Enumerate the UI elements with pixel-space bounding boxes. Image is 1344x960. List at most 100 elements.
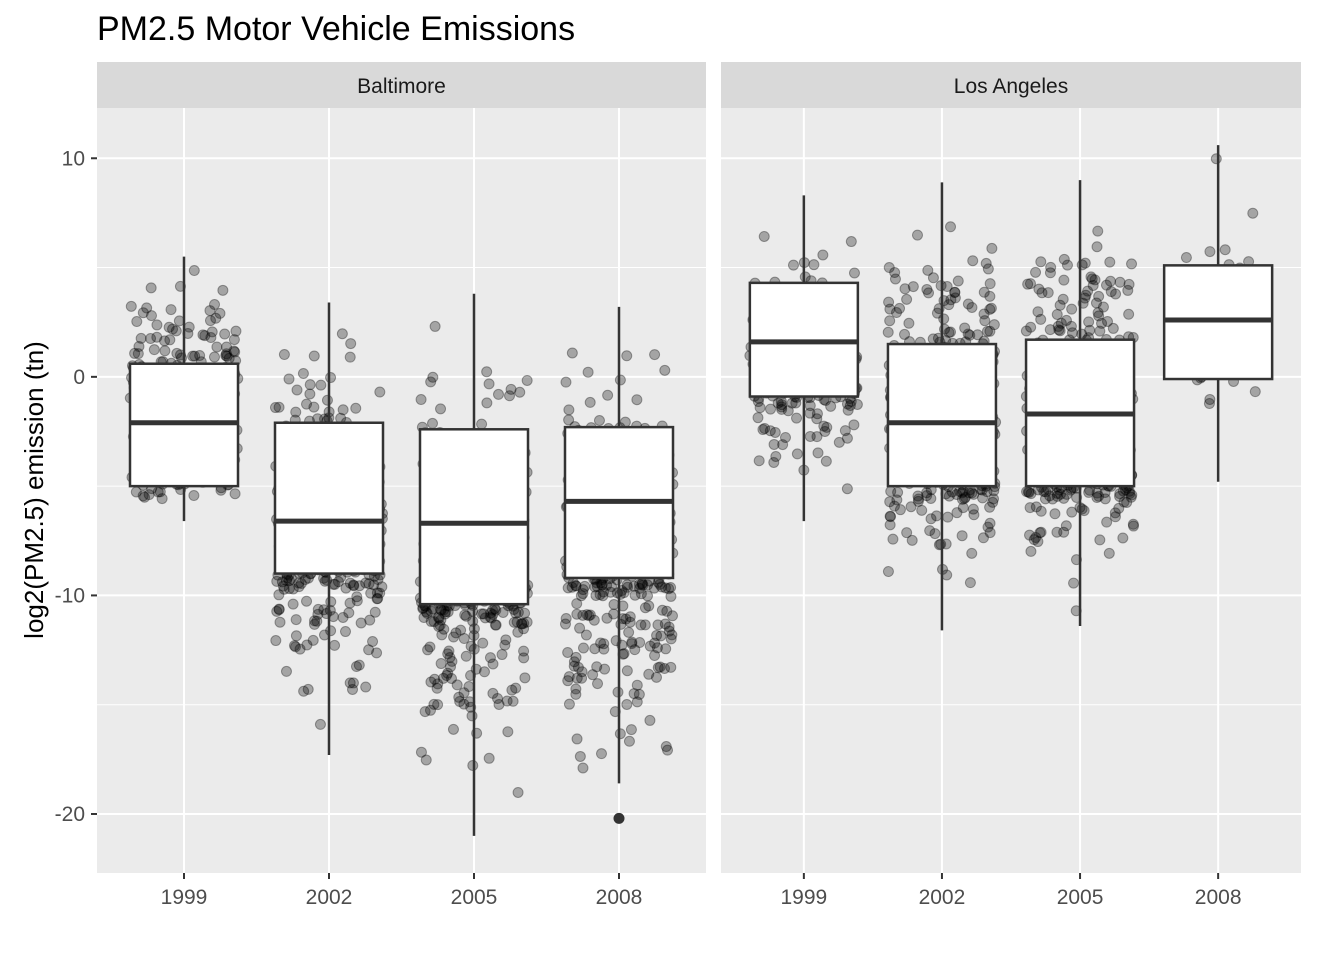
jitter-point [476,418,488,430]
jitter-point [466,710,478,722]
jitter-point [1121,497,1133,509]
jitter-point [500,634,512,646]
jitter-point [571,608,583,620]
jitter-point [1123,308,1135,320]
jitter-point [655,630,667,642]
jitter-point [276,576,288,588]
jitter-point [374,386,386,398]
jitter-point [1099,493,1111,505]
jitter-point [521,374,533,386]
jitter-point [211,341,223,353]
jitter-point [1104,256,1116,268]
jitter-point [574,622,586,634]
jitter-point [799,271,811,283]
jitter-point [446,655,458,667]
jitter-point [571,733,583,745]
jitter-point [903,317,915,329]
jitter-point [884,519,896,531]
jitter-point [506,684,518,696]
jitter-point [467,605,479,617]
jitter-point [298,685,310,697]
jitter-point [1060,314,1072,326]
jitter-point [598,638,610,650]
jitter-point [825,400,837,412]
jitter-point [1049,508,1061,520]
jitter-point [1023,487,1035,499]
jitter-point [624,611,636,623]
jitter-point [912,495,924,507]
jitter-point [1052,320,1064,332]
jitter-point [984,290,996,302]
jitter-point [151,331,163,343]
jitter-point [363,644,375,656]
jitter-point [818,420,830,432]
jitter-point [980,257,992,269]
chart-title: PM2.5 Motor Vehicle Emissions [97,10,575,48]
jitter-point [949,286,961,298]
jitter-point [269,402,281,414]
jitter-point [432,678,444,690]
jitter-point [851,398,863,410]
jitter-point [901,527,913,539]
jitter-point [1054,299,1066,311]
jitter-point [986,242,998,254]
jitter-point [1039,493,1051,505]
jitter-point [912,490,924,502]
jitter-point [764,425,776,437]
jitter-point [1084,324,1096,336]
jitter-point [497,607,509,619]
jitter-point [972,329,984,341]
jitter-point [1204,393,1216,405]
jitter-point [650,671,662,683]
jitter-point [432,699,444,711]
jitter-point [1109,511,1121,523]
jitter-point [312,603,324,615]
jitter-point [574,750,586,762]
jitter-point [639,619,651,631]
jitter-point [776,399,788,411]
jitter-point [1068,577,1080,589]
jitter-point [884,303,896,315]
jitter-point [593,415,605,427]
jitter-point [602,389,614,401]
jitter-point [985,302,997,314]
jitter-point [440,606,452,618]
jitter-point [1028,534,1040,546]
jitter-point [1093,490,1105,502]
jitter-point [899,283,911,295]
jitter-point [577,642,589,654]
jitter-point [559,618,571,630]
jitter-point [899,328,911,340]
jitter-point [220,348,232,360]
jitter-point [521,616,533,628]
jitter-point [882,326,894,338]
jitter-point [959,322,971,334]
jitter-point [427,417,439,429]
jitter-point [496,649,508,661]
jitter-point [1096,317,1108,329]
jitter-point [1061,259,1073,271]
jitter-point [652,619,664,631]
jitter-point [1101,516,1113,528]
jitter-point [819,425,831,437]
x-tick-label: 2002 [919,886,966,909]
jitter-point [1105,286,1117,298]
jitter-point [221,341,233,353]
jitter-point [422,644,434,656]
jitter-point [1210,153,1222,165]
jitter-point [170,325,182,337]
jitter-point [913,493,925,505]
jitter-point [1099,486,1111,498]
jitter-point [435,403,447,415]
jitter-point [137,490,149,502]
jitter-point [293,577,305,589]
jitter-point [1060,520,1072,532]
jitter-point [591,581,603,593]
jitter-point [845,236,857,248]
jitter-point [791,448,803,460]
jitter-point [332,576,344,588]
jitter-point [951,507,963,519]
jitter-point [156,493,168,505]
x-tick-label: 1999 [780,886,827,909]
y-tick-label: -20 [55,803,85,826]
